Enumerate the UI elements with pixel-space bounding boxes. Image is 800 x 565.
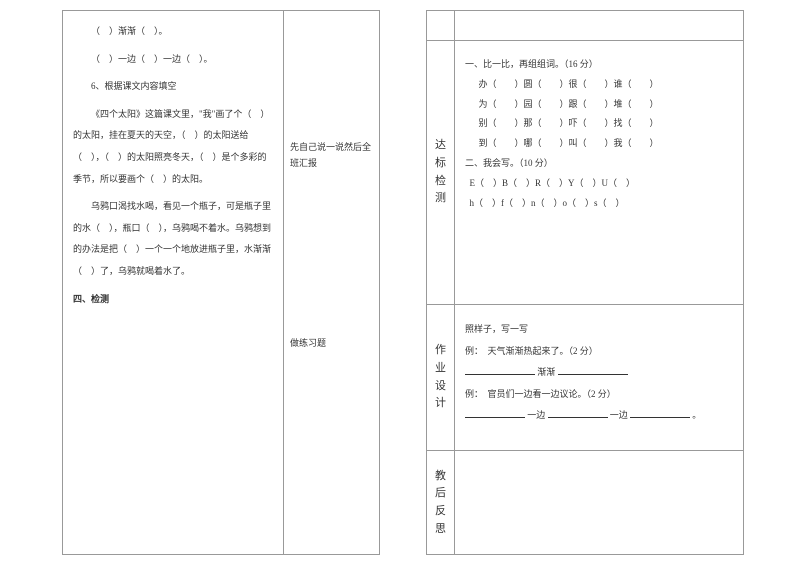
label-test-ch1: 达 xyxy=(435,137,446,155)
para-1: （ ）渐渐（ ）。 xyxy=(73,21,273,43)
hw-h2-mid: 渐渐 xyxy=(537,367,555,377)
hw-blank-4 xyxy=(548,409,608,418)
row-top-body xyxy=(455,11,743,41)
para-6: 四、检测 xyxy=(73,289,273,311)
side-note-2: 做练习题 xyxy=(290,335,374,351)
test-r2: 为（ ）园（ ）跟（ ）堆（ ） xyxy=(465,95,733,115)
label-ref-ch2: 后 xyxy=(435,485,446,503)
label-ref-ch3: 反 xyxy=(435,503,446,521)
hw-h4-b: 一边 xyxy=(610,410,628,420)
para-5: 乌鸦口渴找水喝，看见一个瓶子，可是瓶子里的水（ ），瓶口（ ），乌鸦喝不着水。乌… xyxy=(73,196,273,282)
row-top xyxy=(427,11,743,41)
page-right: 达 标 检 测 一、比一比，再组组词。（16 分） 办（ ）圆（ ）很（ ）谁（… xyxy=(426,10,744,555)
row-top-label xyxy=(427,11,455,41)
test-r1: 办（ ）圆（ ）很（ ）谁（ ） xyxy=(465,75,733,95)
label-hw-ch3: 设 xyxy=(435,378,446,396)
label-ref-ch1: 教 xyxy=(435,468,446,486)
hw-blank-2 xyxy=(558,366,628,375)
row-reflection: 教 后 反 思 xyxy=(427,451,743,555)
label-reflection: 教 后 反 思 xyxy=(427,451,455,555)
test-r4: 到（ ）哪（ ）叫（ ）我（ ） xyxy=(465,134,733,154)
label-ref-ch4: 思 xyxy=(435,521,446,539)
test-r3: 别（ ）那（ ）吓（ ）找（ ） xyxy=(465,114,733,134)
hw-h3: 例： 官员们一边看一边议论。（2 分） xyxy=(465,384,733,406)
row-homework: 作 业 设 计 照样子，写一写 例： 天气渐渐热起来了。（2 分） 渐渐 例： … xyxy=(427,305,743,451)
page-left: （ ）渐渐（ ）。 （ ）一边（ ）一边（ ）。 6、根据课文内容填空 《四个太… xyxy=(62,10,380,555)
test-t2: 二、我会写。（10 分） xyxy=(465,154,733,174)
row-test: 达 标 检 测 一、比一比，再组组词。（16 分） 办（ ）圆（ ）很（ ）谁（… xyxy=(427,41,743,305)
test-t1: 一、比一比，再组组词。（16 分） xyxy=(465,55,733,75)
para-2: （ ）一边（ ）一边（ ）。 xyxy=(73,49,273,71)
left-side-column: 先自己说一说然后全班汇报 做练习题 xyxy=(284,11,380,554)
hw-h4-c: 。 xyxy=(692,410,701,420)
hw-blank-5 xyxy=(630,409,690,418)
label-test: 达 标 检 测 xyxy=(427,41,455,304)
test-body: 一、比一比，再组组词。（16 分） 办（ ）圆（ ）很（ ）谁（ ） 为（ ）园… xyxy=(455,41,743,304)
label-test-ch2: 标 xyxy=(435,155,446,173)
left-main-column: （ ）渐渐（ ）。 （ ）一边（ ）一边（ ）。 6、根据课文内容填空 《四个太… xyxy=(63,11,284,554)
side-note-1: 先自己说一说然后全班汇报 xyxy=(290,139,374,171)
hw-h4: 一边 一边 。 xyxy=(465,405,733,427)
label-hw-ch1: 作 xyxy=(435,342,446,360)
label-test-ch3: 检 xyxy=(435,173,446,191)
test-r5: E（ ）B（ ）R（ ）Y（ ）U（ ） xyxy=(465,174,733,194)
para-4: 《四个太阳》这篇课文里，"我"画了个（ ）的太阳，挂在夏天的天空，（ ）的太阳送… xyxy=(73,104,273,190)
label-hw-ch2: 业 xyxy=(435,360,446,378)
test-r6: h（ ）f（ ）n（ ）o（ ）s（ ） xyxy=(465,194,733,214)
label-homework: 作 业 设 计 xyxy=(427,305,455,450)
label-test-ch4: 测 xyxy=(435,190,446,208)
hw-h1: 例： 天气渐渐热起来了。（2 分） xyxy=(465,341,733,363)
label-hw-ch4: 计 xyxy=(435,395,446,413)
hw-blank-3 xyxy=(465,409,525,418)
hw-h0: 照样子，写一写 xyxy=(465,319,733,341)
para-3: 6、根据课文内容填空 xyxy=(73,76,273,98)
hw-h4-a: 一边 xyxy=(527,410,545,420)
reflection-body xyxy=(455,451,743,555)
hw-blank-1 xyxy=(465,366,535,375)
hw-body: 照样子，写一写 例： 天气渐渐热起来了。（2 分） 渐渐 例： 官员们一边看一边… xyxy=(455,305,743,450)
hw-h2: 渐渐 xyxy=(465,362,733,384)
